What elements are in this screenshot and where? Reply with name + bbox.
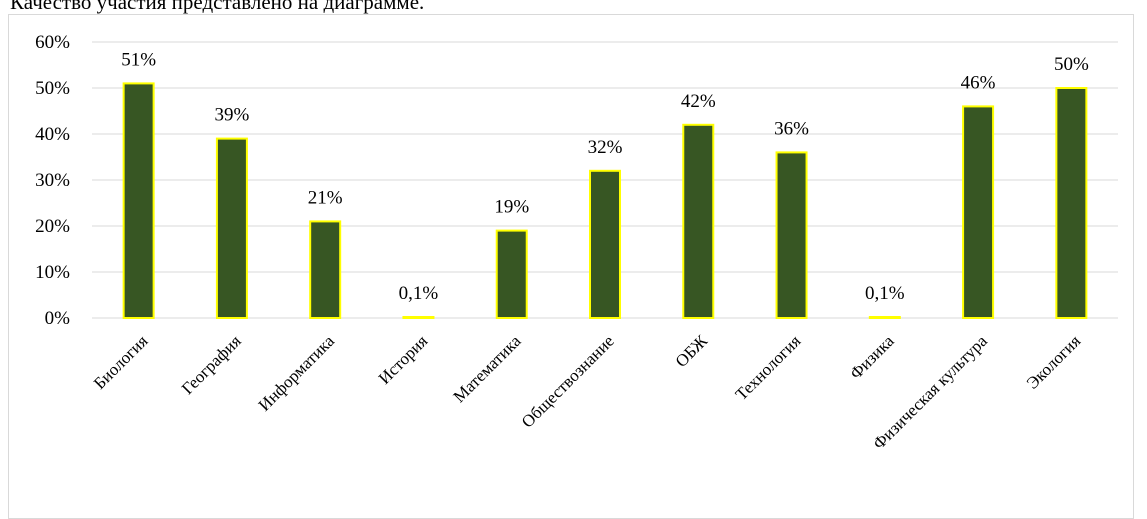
x-tick-label: География [178, 331, 245, 398]
x-tick-label: Экология [1023, 331, 1084, 392]
page-caption: Качество участия представлено на диаграм… [10, 0, 425, 14]
data-label: 19% [494, 197, 529, 218]
x-tick-label: Математика [450, 331, 525, 406]
data-label: 39% [214, 105, 249, 126]
data-label: 42% [681, 91, 716, 112]
y-tick-label: 10% [35, 262, 70, 283]
data-label: 50% [1054, 54, 1089, 75]
bar [1055, 87, 1088, 319]
bar [589, 169, 621, 319]
y-axis-tick-labels: 0% 10% 20% 30% 40% 50% 60% [35, 32, 70, 329]
bar [122, 82, 155, 320]
bar [682, 123, 715, 319]
bar [402, 316, 435, 319]
data-label: 0,1% [399, 283, 439, 304]
data-label: 51% [121, 49, 156, 70]
x-tick-label: Физика [846, 331, 898, 383]
x-tick-label: История [375, 331, 432, 388]
x-axis-category-labels: Биология География Информатика История Матем… [90, 331, 1084, 453]
x-tick-label: Технология [732, 331, 805, 404]
bar [962, 105, 995, 320]
bar [775, 151, 808, 319]
bar [215, 137, 248, 319]
x-tick-label: Информатика [255, 331, 339, 415]
y-tick-label: 20% [35, 216, 70, 237]
data-label: 21% [308, 187, 343, 208]
y-tick-label: 60% [35, 32, 70, 53]
bars [122, 82, 1088, 320]
x-tick-label: ОБЖ [672, 331, 712, 371]
y-tick-label: 40% [35, 124, 70, 145]
data-labels: 51% 39% 21% 0,1% 19% 32% 42% 36% 0,1% 46% 50% [121, 49, 1089, 304]
y-tick-label: 30% [35, 170, 70, 191]
y-tick-label: 50% [35, 78, 70, 99]
data-label: 36% [774, 118, 809, 139]
bar [868, 316, 901, 319]
bar [495, 229, 528, 320]
data-label: 0,1% [865, 283, 905, 304]
data-label: 46% [961, 72, 996, 93]
y-tick-label: 0% [45, 308, 71, 329]
bar [309, 220, 342, 319]
data-label: 32% [588, 137, 623, 158]
chart-frame [8, 14, 1134, 519]
x-tick-label: Биология [90, 331, 152, 393]
x-tick-label: Обществознание [518, 331, 618, 431]
